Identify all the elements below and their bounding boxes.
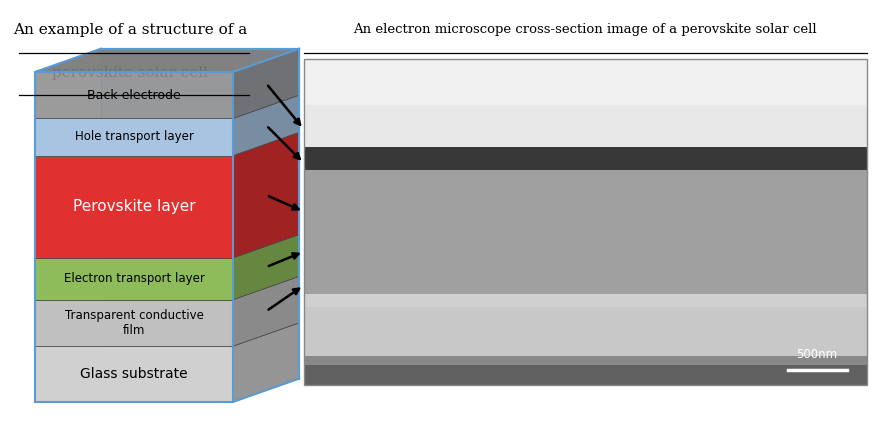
Bar: [304, 59, 867, 385]
Text: Transparent conductive
film: Transparent conductive film: [65, 309, 203, 337]
Polygon shape: [35, 346, 233, 402]
Bar: [304, 105, 867, 147]
Text: Perovskite layer: Perovskite layer: [73, 199, 195, 214]
Text: Hole transport layer: Hole transport layer: [75, 130, 194, 143]
Bar: [304, 356, 867, 365]
Bar: [304, 170, 867, 294]
Polygon shape: [233, 323, 299, 402]
Polygon shape: [233, 49, 299, 118]
Polygon shape: [35, 156, 233, 258]
Bar: [304, 365, 867, 385]
Bar: [304, 294, 867, 307]
Bar: [304, 59, 867, 385]
Polygon shape: [35, 299, 233, 346]
Polygon shape: [35, 72, 233, 118]
Polygon shape: [233, 234, 299, 299]
Bar: [304, 59, 867, 105]
Text: 500nm: 500nm: [796, 348, 838, 361]
Text: An example of a structure of a: An example of a structure of a: [13, 23, 247, 37]
Polygon shape: [35, 49, 299, 72]
Text: perovskite solar cell: perovskite solar cell: [52, 66, 209, 80]
Text: An electron microscope cross-section image of a perovskite solar cell: An electron microscope cross-section ima…: [354, 23, 817, 36]
Polygon shape: [233, 49, 299, 402]
Polygon shape: [35, 49, 299, 72]
Text: Back electrode: Back electrode: [87, 89, 181, 102]
Polygon shape: [35, 118, 233, 156]
Polygon shape: [101, 49, 299, 379]
Polygon shape: [35, 258, 233, 299]
Polygon shape: [233, 132, 299, 258]
Text: Electron transport layer: Electron transport layer: [63, 272, 205, 285]
Polygon shape: [233, 276, 299, 346]
Text: Glass substrate: Glass substrate: [80, 367, 188, 381]
Polygon shape: [233, 95, 299, 156]
Bar: [304, 307, 867, 356]
Bar: [304, 147, 867, 170]
